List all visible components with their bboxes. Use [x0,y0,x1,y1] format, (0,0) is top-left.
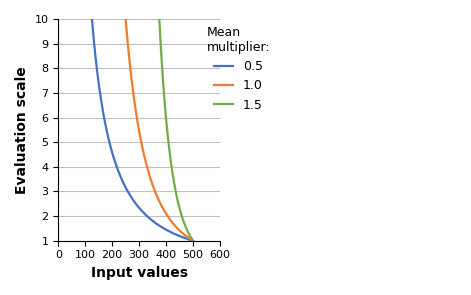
1.0 [155,197,161,200]
1.5 [190,239,196,242]
1.5 [156,17,162,21]
0.5 [172,232,178,236]
1.5 [172,188,178,191]
1.5 [184,228,190,232]
0.5 [138,208,143,211]
0.5 [188,238,194,242]
1.5 [177,206,182,209]
0.5 [190,239,196,242]
Line: 0.5: 0.5 [92,19,193,241]
1.0 [190,239,196,242]
1.5 [173,189,179,192]
1.0 [123,17,129,21]
0.5 [149,219,155,222]
1.0 [163,212,169,215]
X-axis label: Input values: Input values [90,266,187,280]
0.5 [144,214,149,217]
Line: 1.5: 1.5 [159,19,193,241]
Line: 1.0: 1.0 [126,19,193,241]
Legend: 0.5, 1.0, 1.5: 0.5, 1.0, 1.5 [202,21,275,117]
1.0 [188,238,194,242]
0.5 [89,17,95,21]
1.0 [178,230,184,233]
0.5 [137,207,143,211]
1.5 [189,238,195,241]
1.0 [159,205,165,209]
1.5 [175,198,180,202]
1.0 [155,196,161,199]
Y-axis label: Evaluation scale: Evaluation scale [15,66,29,194]
